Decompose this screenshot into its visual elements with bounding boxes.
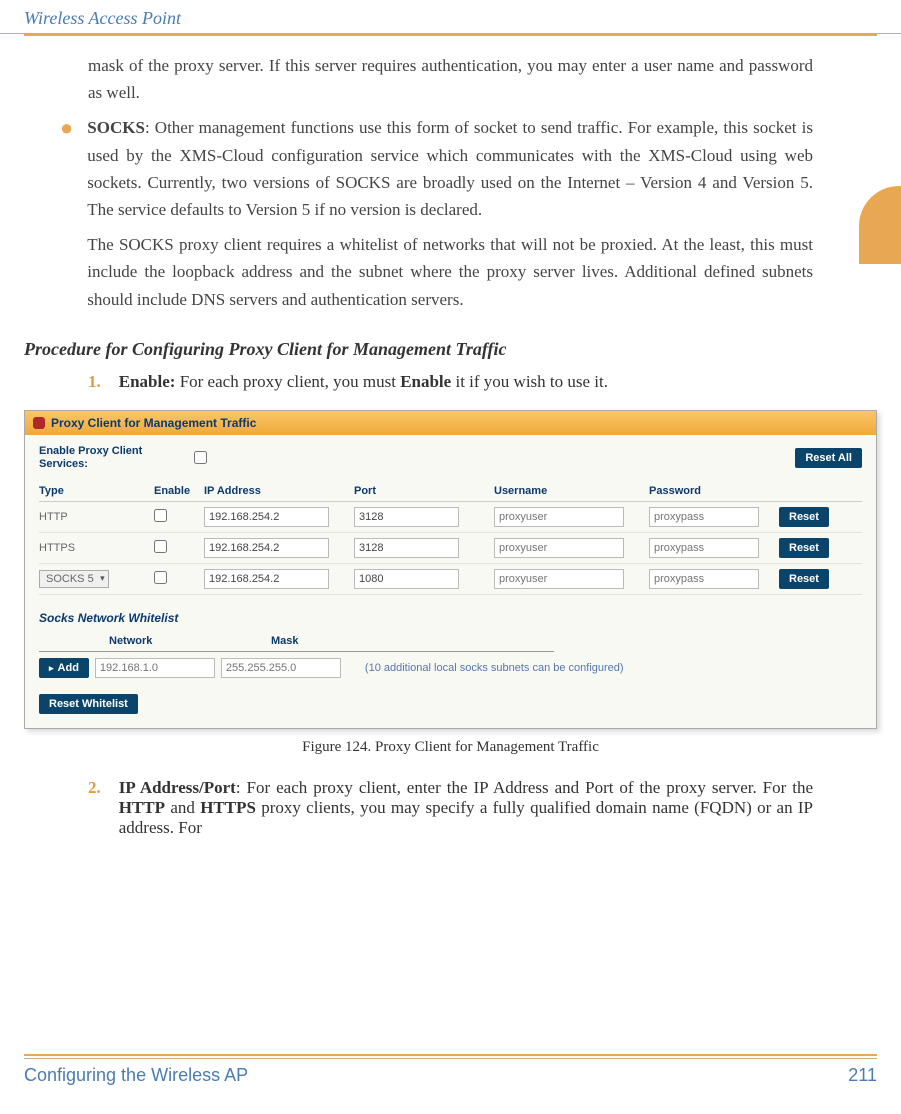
socks-bullet-row: ● SOCKS: Other management functions use …: [88, 114, 813, 320]
whitelist-network-input[interactable]: [95, 658, 215, 678]
step-1-number: 1.: [88, 372, 101, 392]
step-2-https: HTTPS: [200, 798, 256, 817]
whitelist-note: (10 additional local socks subnets can b…: [365, 662, 624, 674]
whitelist-add-button[interactable]: Add: [39, 658, 89, 678]
panel-body: Enable Proxy Client Services: Reset All …: [25, 435, 876, 728]
panel-header: Proxy Client for Management Traffic: [25, 411, 876, 435]
proxy-row-https: HTTPS Reset: [39, 533, 862, 564]
procedure-heading: Procedure for Configuring Proxy Client f…: [24, 339, 877, 360]
proxy-type-http: HTTP: [39, 511, 154, 523]
page-footer: Configuring the Wireless AP 211: [24, 1058, 877, 1086]
panel-title: Proxy Client for Management Traffic: [51, 416, 256, 430]
socks-user-input[interactable]: [494, 569, 624, 589]
footer-page-number: 211: [848, 1065, 877, 1086]
step-1-row: 1. Enable: For each proxy client, you mu…: [0, 372, 901, 392]
socks-pass-input[interactable]: [649, 569, 759, 589]
header-enable: Enable: [154, 485, 204, 497]
https-port-input[interactable]: [354, 538, 459, 558]
config-screenshot: Proxy Client for Management Traffic Enab…: [24, 410, 877, 729]
header-username: Username: [494, 485, 649, 497]
whitelist-headers: Network Mask: [39, 633, 554, 652]
proxy-table-headers: Type Enable IP Address Port Username Pas…: [39, 481, 862, 502]
body-content: mask of the proxy server. If this server…: [0, 36, 901, 321]
socks-reset-button[interactable]: Reset: [779, 569, 829, 589]
https-enable-checkbox[interactable]: [154, 540, 167, 553]
step-2-http: HTTP: [119, 798, 165, 817]
intro-paragraph: mask of the proxy server. If this server…: [88, 52, 813, 106]
enable-services-label: Enable Proxy Client Services:: [39, 445, 194, 471]
header-type: Type: [39, 485, 154, 497]
https-reset-button[interactable]: Reset: [779, 538, 829, 558]
step-2-label: IP Address/Port: [119, 778, 236, 797]
enable-services-row: Enable Proxy Client Services: Reset All: [39, 445, 862, 471]
http-pass-input[interactable]: [649, 507, 759, 527]
panel-indicator-icon: [33, 417, 45, 429]
http-user-input[interactable]: [494, 507, 624, 527]
step-2-body-a: : For each proxy client, enter the IP Ad…: [236, 778, 813, 797]
http-enable-checkbox[interactable]: [154, 509, 167, 522]
socks-label: SOCKS: [87, 118, 145, 137]
bullet-icon: ●: [60, 114, 73, 320]
https-ip-input[interactable]: [204, 538, 329, 558]
whitelist-title: Socks Network Whitelist: [39, 611, 862, 625]
proxy-type-https: HTTPS: [39, 542, 154, 554]
header-ip: IP Address: [204, 485, 354, 497]
step-1-label: Enable:: [119, 372, 176, 391]
whitelist-mask-input[interactable]: [221, 658, 341, 678]
socks-text-1: : Other management functions use this fo…: [87, 118, 813, 219]
http-reset-button[interactable]: Reset: [779, 507, 829, 527]
https-user-input[interactable]: [494, 538, 624, 558]
https-pass-input[interactable]: [649, 538, 759, 558]
step-2-number: 2.: [88, 778, 101, 838]
socks-port-input[interactable]: [354, 569, 459, 589]
http-ip-input[interactable]: [204, 507, 329, 527]
socks-enable-checkbox[interactable]: [154, 571, 167, 584]
enable-services-checkbox[interactable]: [194, 451, 207, 464]
proxy-row-http: HTTP Reset: [39, 502, 862, 533]
http-port-input[interactable]: [354, 507, 459, 527]
page-header: Wireless Access Point: [0, 0, 901, 34]
whitelist-row: Add (10 additional local socks subnets c…: [39, 652, 862, 684]
socks-paragraph: SOCKS: Other management functions use th…: [87, 114, 813, 320]
header-password: Password: [649, 485, 779, 497]
step-1-body-a: For each proxy client, you must: [175, 372, 400, 391]
footer-rule: [24, 1054, 877, 1056]
whitelist-header-mask: Mask: [271, 635, 421, 647]
proxy-row-socks: SOCKS 5 Reset: [39, 564, 862, 595]
footer-section: Configuring the Wireless AP: [24, 1065, 248, 1086]
step-1-enable: Enable: [400, 372, 451, 391]
reset-all-button[interactable]: Reset All: [795, 448, 862, 468]
reset-whitelist-button[interactable]: Reset Whitelist: [39, 694, 138, 714]
step-1-body-b: it if you wish to use it.: [451, 372, 608, 391]
socks-version-select[interactable]: SOCKS 5: [39, 570, 109, 588]
step-2-text: IP Address/Port: For each proxy client, …: [119, 778, 813, 838]
socks-ip-input[interactable]: [204, 569, 329, 589]
socks-text-2: The SOCKS proxy client requires a whitel…: [87, 231, 813, 313]
header-port: Port: [354, 485, 494, 497]
step-1-text: Enable: For each proxy client, you must …: [119, 372, 608, 392]
step-2-and: and: [165, 798, 200, 817]
whitelist-header-network: Network: [109, 635, 271, 647]
figure-caption: Figure 124. Proxy Client for Management …: [0, 739, 901, 756]
step-2-row: 2. IP Address/Port: For each proxy clien…: [0, 778, 901, 838]
